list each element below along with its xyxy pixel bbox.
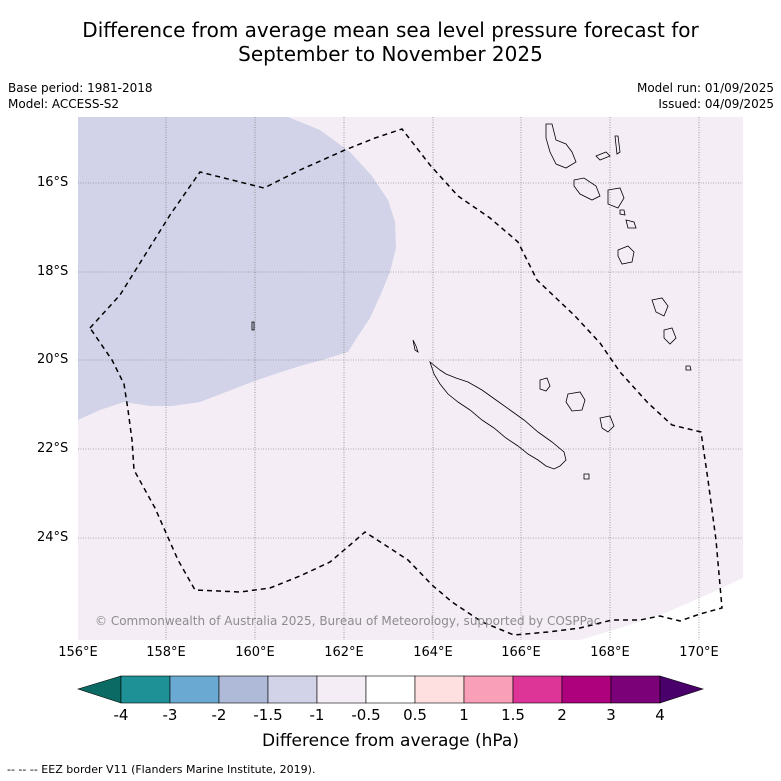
lon-label-164e: 164°E (413, 645, 453, 660)
lat-label-18s: 18°S (37, 264, 69, 279)
title-line-1: Difference from average mean sea level p… (82, 18, 699, 42)
colorbar-bin-2-3 (561, 675, 612, 704)
lon-label-166e: 166°E (501, 645, 541, 660)
eez-border (89, 128, 723, 636)
colorbar-bin-minus15-minus1 (267, 675, 318, 704)
island-aneityum (663, 327, 677, 345)
lon-label-170e: 170°E (679, 645, 719, 660)
colorbar-bin-minus05-05 (365, 675, 416, 704)
colorbar-tick: 0.5 (403, 706, 427, 724)
lon-label-168e: 168°E (590, 645, 630, 660)
island-tanna (651, 297, 669, 317)
copyright-notice: © Commonwealth of Australia 2025, Bureau… (95, 614, 601, 628)
issued-date: Issued: 04/09/2025 (658, 97, 774, 111)
colorbar-extend-high (659, 675, 705, 704)
field-minus15-to-minus1 (78, 117, 396, 420)
island-chesterfield (251, 321, 255, 331)
colorbar-tick: 3 (606, 706, 616, 724)
lat-label-16s: 16°S (37, 175, 69, 190)
colorbar-bin-1-15 (463, 675, 514, 704)
model-run: Model run: 01/09/2025 (636, 81, 774, 95)
colorbar-bin-15-2 (512, 675, 563, 704)
colorbar-tick: 1 (459, 706, 469, 724)
island-belep (412, 339, 419, 353)
colorbar-tick: -1.5 (253, 706, 283, 724)
colorbar-bin-minus3-minus2 (169, 675, 220, 704)
chart-title: Difference from average mean sea level p… (0, 18, 781, 66)
graticule (78, 117, 743, 640)
lon-label-156e: 156°E (58, 645, 98, 660)
colorbar-tick: -0.5 (351, 706, 381, 724)
base-period: Base period: 1981-2018 (8, 81, 153, 95)
island-maewo (614, 135, 621, 155)
colorbar-bin-minus1-minus05 (316, 675, 367, 704)
colorbar-tick: -1 (309, 706, 325, 724)
island-erromango (617, 245, 635, 265)
island-malakula (573, 177, 601, 201)
colorbar-tick: -2 (211, 706, 227, 724)
island-pentecost (607, 187, 625, 209)
island-mare (599, 415, 615, 433)
island-epi (619, 209, 626, 216)
island-walpole (583, 473, 590, 480)
colorbar-bin-minus4-minus3 (120, 675, 171, 704)
lat-label-20s: 20°S (37, 352, 69, 367)
meta-right: Model run: 01/09/2025 Issued: 04/09/2025 (637, 80, 774, 112)
island-espiritu-santo (545, 123, 577, 169)
colorbar-bin-05-1 (414, 675, 465, 704)
island-matthew (685, 365, 692, 371)
coastlines (251, 123, 692, 480)
lon-label-160e: 160°E (235, 645, 275, 660)
island-new-caledonia (429, 360, 567, 470)
colorbar-bin-minus2-minus15 (218, 675, 269, 704)
colorbar-tick: 1.5 (501, 706, 525, 724)
model-name: Model: ACCESS-S2 (8, 97, 120, 111)
island-lifou (565, 391, 586, 412)
island-ambae (595, 151, 611, 161)
lon-label-158e: 158°E (146, 645, 186, 660)
island-ouvea (539, 377, 551, 392)
colorbar (76, 675, 705, 704)
field-minus05-to-05 (580, 578, 743, 640)
colorbar-tick: -4 (113, 706, 129, 724)
title-line-2: September to November 2025 (238, 42, 543, 66)
colorbar-bin-3-4 (610, 675, 661, 704)
lon-label-162e: 162°E (324, 645, 364, 660)
lat-label-22s: 22°S (37, 441, 69, 456)
lat-label-24s: 24°S (37, 530, 69, 545)
eez-legend-note: -- -- -- EEZ border V11 (Flanders Marine… (7, 763, 316, 776)
colorbar-extend-low (76, 675, 122, 704)
island-efate (625, 219, 637, 229)
colorbar-tick: 4 (655, 706, 665, 724)
colorbar-tick: -3 (162, 706, 178, 724)
map-area (78, 117, 743, 640)
meta-left: Base period: 1981-2018 Model: ACCESS-S2 (8, 80, 153, 112)
colorbar-tick: 2 (557, 706, 567, 724)
colorbar-label: Difference from average (hPa) (262, 731, 519, 751)
